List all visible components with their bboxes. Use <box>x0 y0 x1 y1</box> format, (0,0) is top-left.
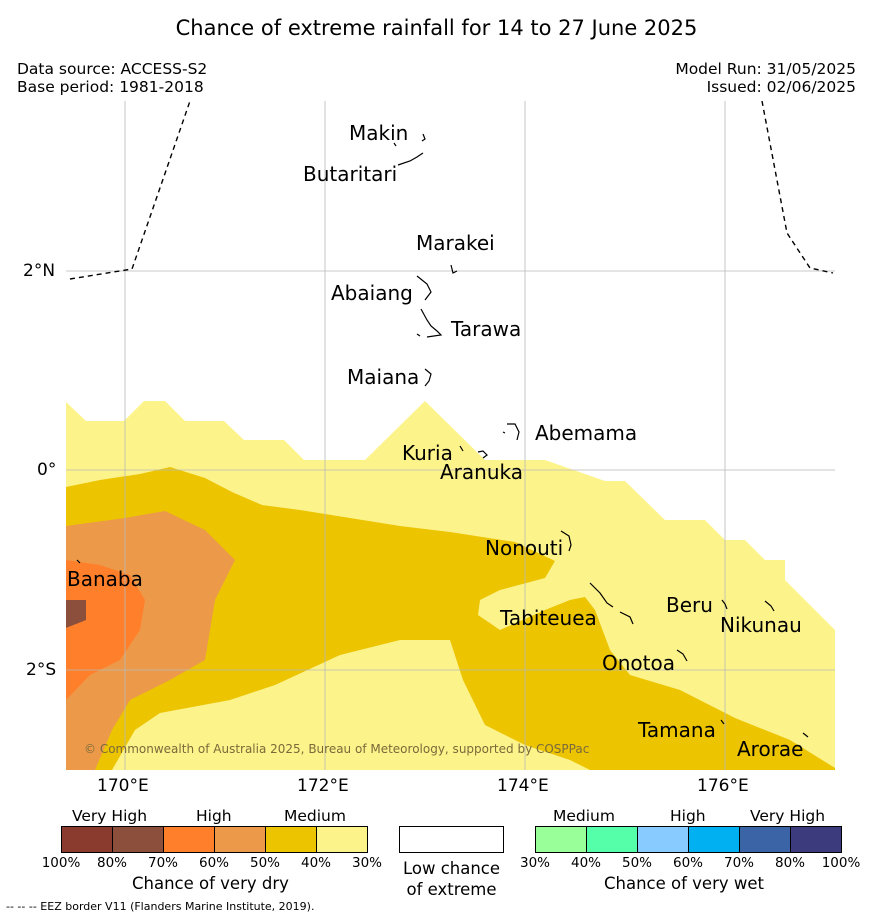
dry-medium-40-pocket <box>66 640 590 770</box>
wet-swatch-4 <box>739 826 791 853</box>
issued-label: Issued: 02/06/2025 <box>706 78 856 96</box>
wet-tick-3: 60% <box>672 855 703 871</box>
neutral-title-line2: of extreme <box>406 880 497 899</box>
label-tarawa: Tarawa <box>451 317 522 341</box>
map-title: Chance of extreme rainfall for 14 to 27 … <box>175 16 698 40</box>
wet-tick-6: 100% <box>821 855 861 871</box>
wet-swatch-3 <box>688 826 740 853</box>
dry-swatch-0 <box>61 826 113 853</box>
nonouti-island <box>560 530 572 552</box>
label-butaritari: Butaritari <box>303 162 398 186</box>
label-kuria: Kuria <box>402 441 453 465</box>
wet-heading-high: High <box>670 807 706 825</box>
wet-swatch-0 <box>535 826 587 853</box>
wet-tick-5: 80% <box>774 855 805 871</box>
dry-tick-6: 30% <box>351 855 382 871</box>
neutral-title-line1: Low chance <box>402 859 501 878</box>
dry-legend-title: Chance of very dry <box>132 874 289 893</box>
lat-tick-2s: 2°S <box>26 660 57 680</box>
label-nikunau: Nikunau <box>720 613 802 637</box>
label-marakei: Marakei <box>416 231 495 255</box>
base-period-label: Base period: 1981-2018 <box>17 78 204 96</box>
wet-swatch-1 <box>586 826 638 853</box>
dry-swatch-4 <box>265 826 317 853</box>
data-source-label: Data source: ACCESS-S2 <box>17 60 208 78</box>
neutral-swatch <box>399 826 504 853</box>
wet-tick-2: 50% <box>621 855 652 871</box>
dry-swatch-2 <box>163 826 215 853</box>
lat-tick-2n: 2°N <box>23 261 56 281</box>
dry-heading-high: High <box>196 807 232 825</box>
copyright-notice: © Commonwealth of Australia 2025, Bureau… <box>84 742 590 756</box>
wet-tick-0: 30% <box>519 855 550 871</box>
lon-tick-170e: 170°E <box>97 776 149 796</box>
lat-tick-0: 0° <box>37 460 57 480</box>
label-beru: Beru <box>666 593 713 617</box>
dry-swatch-3 <box>214 826 266 853</box>
dry-very-high-80-region <box>66 600 86 628</box>
tabiteuea-island <box>589 582 634 625</box>
model-run-label: Model Run: 31/05/2025 <box>675 60 856 78</box>
gridlines <box>66 101 835 770</box>
label-banaba: Banaba <box>67 567 143 591</box>
dry-tick-5: 40% <box>300 855 331 871</box>
tamana-island <box>720 719 725 725</box>
label-maiana: Maiana <box>347 365 420 389</box>
beru-island <box>721 599 728 610</box>
dry-tick-0: 100% <box>41 855 81 871</box>
eez-border <box>69 100 834 280</box>
eez-footnote: -- -- -- EEZ border V11 (Flanders Marine… <box>6 900 315 913</box>
tarawa-island <box>416 308 443 338</box>
label-tabiteuea: Tabiteuea <box>500 606 597 630</box>
abaiang-island <box>416 275 432 301</box>
label-makin: Makin <box>349 121 409 145</box>
dry-tick-1: 80% <box>96 855 127 871</box>
dry-tick-4: 50% <box>249 855 280 871</box>
maiana-island <box>424 368 432 387</box>
wet-tick-4: 70% <box>723 855 754 871</box>
label-nonouti: Nonouti <box>485 536 564 560</box>
onotoa-island <box>676 649 688 662</box>
abemama-island <box>502 423 520 441</box>
dry-swatch-1 <box>112 826 164 853</box>
lon-tick-174e: 174°E <box>497 776 549 796</box>
wet-tick-1: 40% <box>570 855 601 871</box>
label-arorae: Arorae <box>737 737 804 761</box>
dry-heading-medium: Medium <box>284 807 346 825</box>
label-tamana: Tamana <box>638 718 716 742</box>
makin-island <box>421 133 426 142</box>
wet-legend-title: Chance of very wet <box>604 874 764 893</box>
aranuka-island <box>477 450 488 459</box>
wet-swatch-5 <box>790 826 842 853</box>
wet-heading-very-high: Very High <box>750 807 826 825</box>
dry-tick-3: 60% <box>198 855 229 871</box>
wet-swatch-2 <box>637 826 689 853</box>
kuria-island <box>459 445 464 452</box>
island-outlines <box>76 133 809 738</box>
lon-tick-172e: 172°E <box>297 776 349 796</box>
marakei-island <box>450 264 458 274</box>
dry-swatch-5 <box>316 826 368 853</box>
dry-heading-very-high: Very High <box>72 807 148 825</box>
dry-tick-2: 70% <box>147 855 178 871</box>
wet-heading-medium: Medium <box>553 807 615 825</box>
lon-tick-176e: 176°E <box>697 776 749 796</box>
label-abaiang: Abaiang <box>331 281 413 305</box>
label-aranuka: Aranuka <box>440 460 523 484</box>
butaritari-island <box>393 142 424 166</box>
arorae-island <box>802 732 809 738</box>
label-abemama: Abemama <box>535 421 638 445</box>
banaba-island <box>76 559 81 564</box>
nikunau-island <box>764 600 775 612</box>
label-onotoa: Onotoa <box>602 651 675 675</box>
